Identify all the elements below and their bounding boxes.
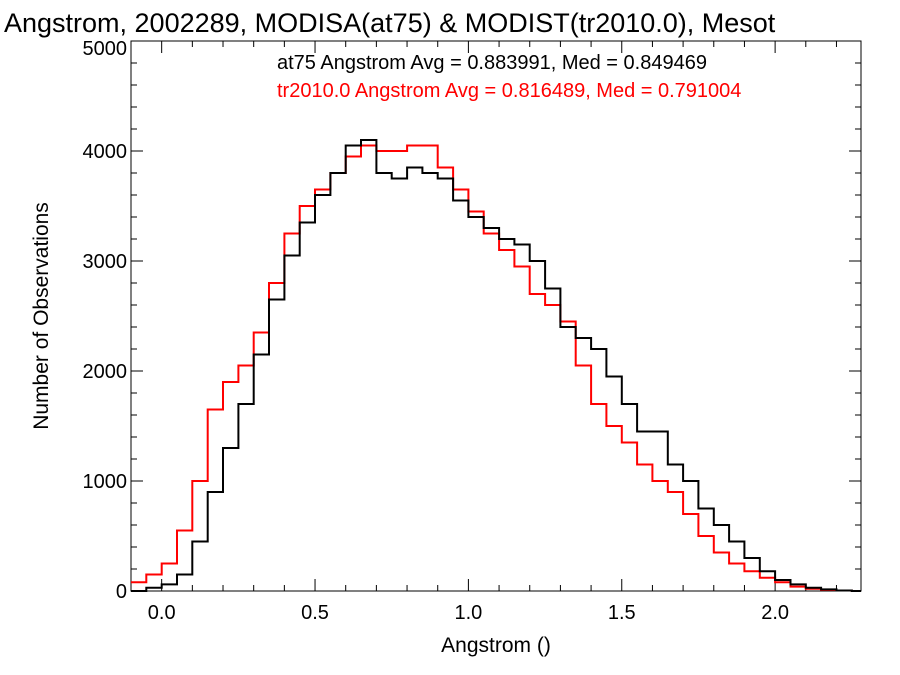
y-tick-label: 2000 [83, 361, 128, 383]
chart-title: Angstrom, 2002289, MODISA(at75) & MODIST… [4, 8, 776, 38]
y-tick-label: 1000 [83, 471, 128, 493]
series-line-1 [131, 144, 861, 592]
x-axis-label: Angstrom () [441, 634, 551, 657]
y-tick-label: 4000 [83, 141, 128, 163]
x-tick-label: 2.0 [761, 602, 789, 624]
annotation-tr2010: tr2010.0 Angstrom Avg = 0.816489, Med = … [277, 80, 741, 102]
series-line-0 [131, 139, 861, 592]
plot-frame [130, 40, 862, 592]
x-axis: 0.0 0.5 1.0 1.5 2.0 [130, 41, 837, 624]
annotation-at75: at75 Angstrom Avg = 0.883991, Med = 0.84… [277, 52, 707, 74]
y-axis-label: Number of Observations [30, 202, 53, 430]
x-tick-label: 1.0 [454, 602, 482, 624]
y-tick-label: 0 [116, 581, 127, 603]
y-tick-label: 3000 [83, 251, 128, 273]
x-tick-label: 0.5 [301, 602, 329, 624]
x-tick-label: 1.5 [608, 602, 636, 624]
x-tick-label: 0.0 [148, 602, 176, 624]
y-axis: 0 1000 2000 3000 4000 5000 [83, 38, 861, 603]
y-tick-label: 5000 [83, 38, 128, 60]
series-layer [131, 139, 861, 592]
